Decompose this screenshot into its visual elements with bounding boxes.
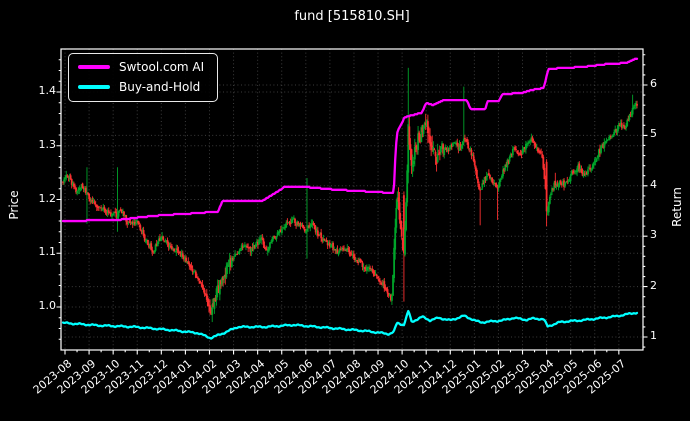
right-axis-label: Return (670, 187, 684, 227)
return-tick-label: 4 (650, 177, 657, 191)
return-tick-label: 6 (650, 77, 657, 90)
return-tick-label: 5 (650, 127, 657, 141)
legend: Swtool.com AI Buy-and-Hold (68, 53, 218, 102)
price-tick-label: 1.0 (38, 299, 57, 312)
ai-line-swatch (78, 65, 110, 69)
legend-item-ai: Swtool.com AI (78, 60, 207, 74)
legend-label-ai: Swtool.com AI (119, 60, 205, 74)
buy-and-hold-line-swatch (78, 85, 110, 89)
legend-label-bh: Buy-and-Hold (119, 80, 201, 94)
price-tick-label: 1.1 (38, 245, 57, 259)
chart-title: fund [515810.SH] (294, 9, 410, 24)
legend-item-bh: Buy-and-Hold (78, 80, 207, 94)
price-tick-label: 1.2 (38, 191, 57, 205)
price-tick-label: 1.3 (38, 137, 57, 151)
return-tick-label: 1 (650, 329, 657, 342)
return-tick-label: 2 (650, 278, 657, 292)
return-tick-label: 3 (650, 228, 657, 242)
price-tick-label: 1.4 (38, 84, 57, 97)
